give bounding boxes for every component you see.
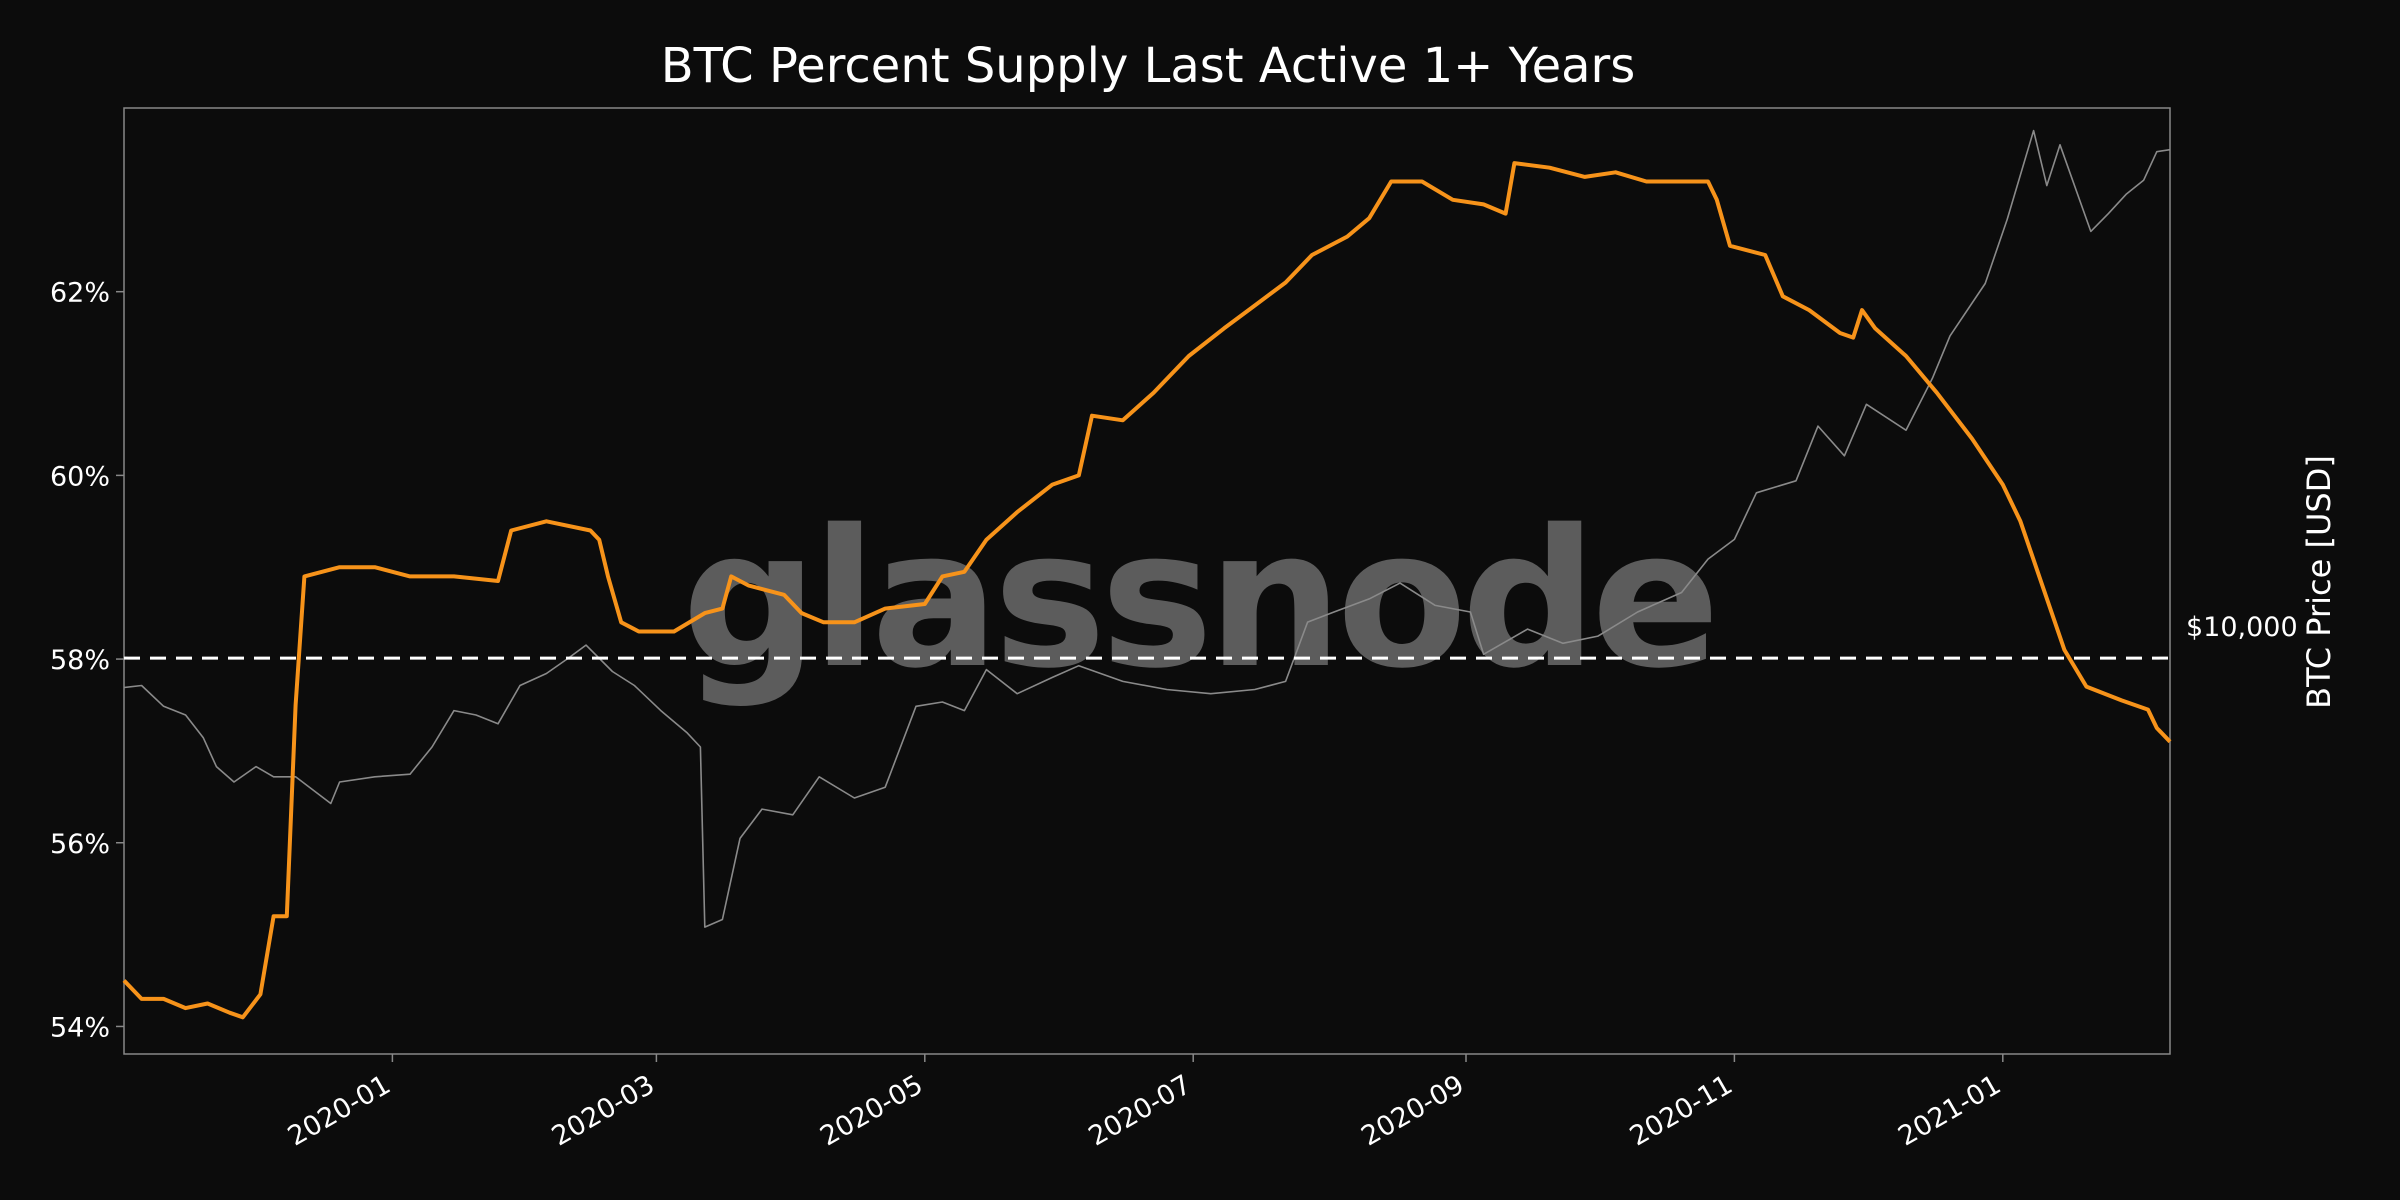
plot-area-frame [123, 107, 2171, 1055]
right-axis-title: BTC Price [USD] [2300, 455, 2338, 709]
y-tick-label: 54% [50, 1012, 110, 1043]
y-tick-label: 56% [50, 829, 110, 860]
y-tick-label: 60% [50, 461, 110, 492]
chart-title: BTC Percent Supply Last Active 1+ Years [661, 38, 1636, 94]
y-tick-label: 62% [50, 278, 110, 309]
y-tick-label: 58% [50, 645, 110, 676]
btc-price-line [123, 129, 2171, 928]
percent-supply-line [122, 161, 2172, 1020]
watermark-text: glassnode [682, 489, 1714, 710]
series-layer [122, 129, 2172, 1020]
y-axis-ticks: 54% 56% 58% 60% 62% [50, 278, 124, 1043]
reference-line-label: $10,000 [2186, 612, 2298, 643]
